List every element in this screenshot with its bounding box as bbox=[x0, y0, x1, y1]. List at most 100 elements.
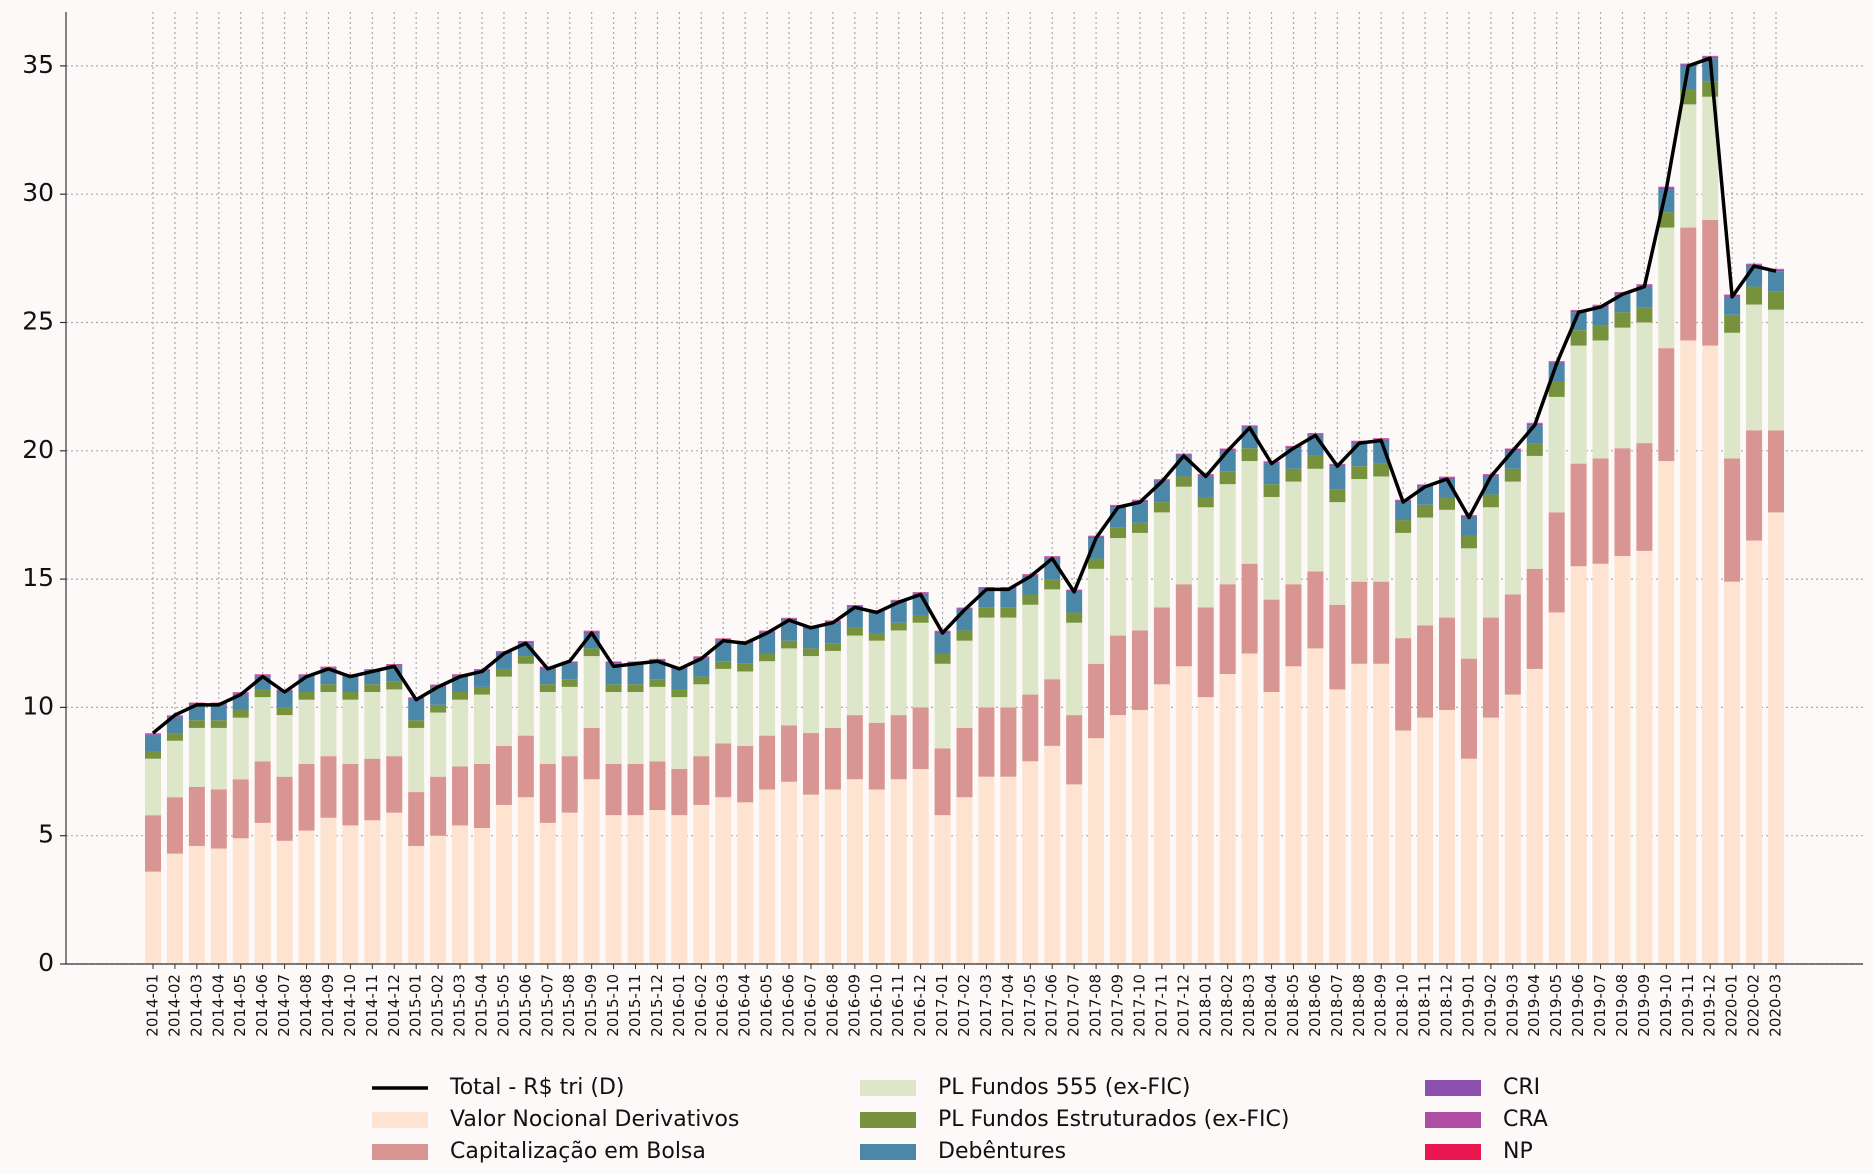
x-tick-label: 2018-05 bbox=[1284, 974, 1302, 1037]
bar-segment bbox=[978, 589, 995, 608]
bar-segment bbox=[605, 763, 622, 816]
bar-segment bbox=[276, 776, 293, 841]
bar-segment bbox=[1636, 550, 1653, 964]
x-tick-label: 2014-06 bbox=[253, 974, 271, 1037]
y-tick-label: 35 bbox=[22, 50, 54, 79]
bar-segment bbox=[846, 607, 863, 628]
bar-segment bbox=[1175, 486, 1192, 585]
bar-segment bbox=[408, 720, 425, 728]
x-tick-label: 2015-09 bbox=[582, 974, 600, 1037]
bar-segment bbox=[561, 812, 578, 964]
bar-segment bbox=[1263, 599, 1280, 692]
bar-segment bbox=[1153, 502, 1170, 513]
bar-segment bbox=[386, 689, 403, 757]
bar-segment bbox=[1395, 520, 1412, 533]
bar-segment bbox=[145, 871, 161, 964]
bar-segment bbox=[298, 699, 315, 764]
bar-segment bbox=[781, 648, 798, 726]
y-tick-label: 0 bbox=[38, 948, 54, 977]
bar-segment bbox=[298, 692, 315, 700]
bar-segment bbox=[430, 835, 447, 964]
bar-segment bbox=[1768, 512, 1784, 964]
bar-segment bbox=[320, 817, 337, 964]
bar-segment bbox=[1548, 381, 1565, 397]
bar-segment bbox=[1263, 463, 1280, 485]
bar-segment bbox=[408, 699, 425, 721]
x-tick-label: 2019-05 bbox=[1547, 974, 1565, 1037]
bar-segment bbox=[1329, 502, 1346, 605]
bar-segment bbox=[232, 694, 249, 710]
bar-segment bbox=[1460, 535, 1477, 549]
bar-segment bbox=[978, 707, 995, 777]
bar-segment bbox=[1197, 476, 1214, 497]
bar-segment bbox=[539, 763, 556, 823]
bar-segment bbox=[1746, 304, 1763, 431]
bar-segment bbox=[956, 797, 973, 964]
bar-segment bbox=[649, 679, 666, 687]
bar-segment bbox=[693, 676, 710, 685]
bar-segment bbox=[1570, 330, 1587, 346]
bar-segment bbox=[386, 812, 403, 964]
legend-label: Valor Nocional Derivativos bbox=[450, 1107, 739, 1132]
bar-segment bbox=[1066, 784, 1083, 964]
bar-segment bbox=[210, 727, 227, 790]
legend-label: NP bbox=[1503, 1139, 1533, 1164]
bar-segment bbox=[737, 663, 754, 672]
x-tick-label: 2015-03 bbox=[451, 974, 469, 1037]
bar-segment bbox=[364, 684, 381, 692]
bar-segment bbox=[539, 684, 556, 692]
x-tick-label: 2015-06 bbox=[516, 974, 534, 1037]
bar-segment bbox=[210, 720, 227, 728]
bar-segment bbox=[802, 627, 819, 649]
bar-segment bbox=[759, 661, 776, 736]
bar-segment bbox=[715, 661, 732, 669]
x-tick-label: 2019-03 bbox=[1503, 974, 1521, 1037]
x-tick-label: 2015-02 bbox=[429, 974, 447, 1037]
bar-segment bbox=[1066, 715, 1083, 785]
bar-segment bbox=[1285, 666, 1302, 964]
bar-segment bbox=[473, 828, 490, 964]
bar-segment bbox=[1482, 617, 1499, 718]
bar-segment bbox=[386, 756, 403, 813]
bar-segment bbox=[1592, 325, 1609, 341]
bar-segment bbox=[978, 617, 995, 708]
bar-segment bbox=[1395, 532, 1412, 639]
bar-segment bbox=[452, 699, 469, 767]
bar-segment bbox=[824, 727, 841, 790]
bar-segment bbox=[781, 640, 798, 649]
x-tick-label: 2014-07 bbox=[275, 974, 293, 1037]
y-tick-label: 5 bbox=[38, 820, 54, 849]
bar-segment bbox=[956, 609, 973, 631]
bar-segment bbox=[495, 653, 512, 669]
x-tick-label: 2017-02 bbox=[955, 974, 973, 1037]
bar-segment bbox=[232, 779, 249, 839]
bar-segment bbox=[1197, 697, 1214, 964]
bar-segment bbox=[1088, 568, 1105, 664]
bar-segment bbox=[1768, 309, 1784, 431]
legend-label: PL Fundos 555 (ex-FIC) bbox=[938, 1075, 1191, 1100]
x-tick-label: 2015-05 bbox=[494, 974, 512, 1037]
x-tick-label: 2015-01 bbox=[407, 974, 425, 1037]
bar-segment bbox=[1088, 738, 1105, 964]
bar-segment bbox=[627, 692, 644, 764]
bar-segment bbox=[1548, 612, 1565, 964]
bar-segment bbox=[408, 727, 425, 793]
bar-segment bbox=[1373, 463, 1390, 477]
bar-segment bbox=[649, 810, 666, 964]
bar-segment bbox=[1680, 104, 1697, 228]
legend-label: PL Fundos Estruturados (ex-FIC) bbox=[938, 1107, 1289, 1132]
bar-segment bbox=[188, 786, 205, 846]
bar-segment bbox=[715, 743, 732, 798]
bar-segment bbox=[1373, 476, 1390, 582]
x-tick-label: 2014-12 bbox=[385, 974, 403, 1037]
bar-segment bbox=[1504, 481, 1521, 595]
bar-segment bbox=[802, 648, 819, 657]
bar-segment bbox=[649, 761, 666, 811]
bar-segment bbox=[781, 620, 798, 641]
bar-segment bbox=[1724, 458, 1741, 582]
bar-segment bbox=[1702, 345, 1719, 964]
bar-segment bbox=[166, 733, 183, 741]
x-tick-label: 2020-03 bbox=[1767, 974, 1785, 1037]
bar-segment bbox=[386, 681, 403, 690]
bar-segment bbox=[430, 686, 447, 705]
